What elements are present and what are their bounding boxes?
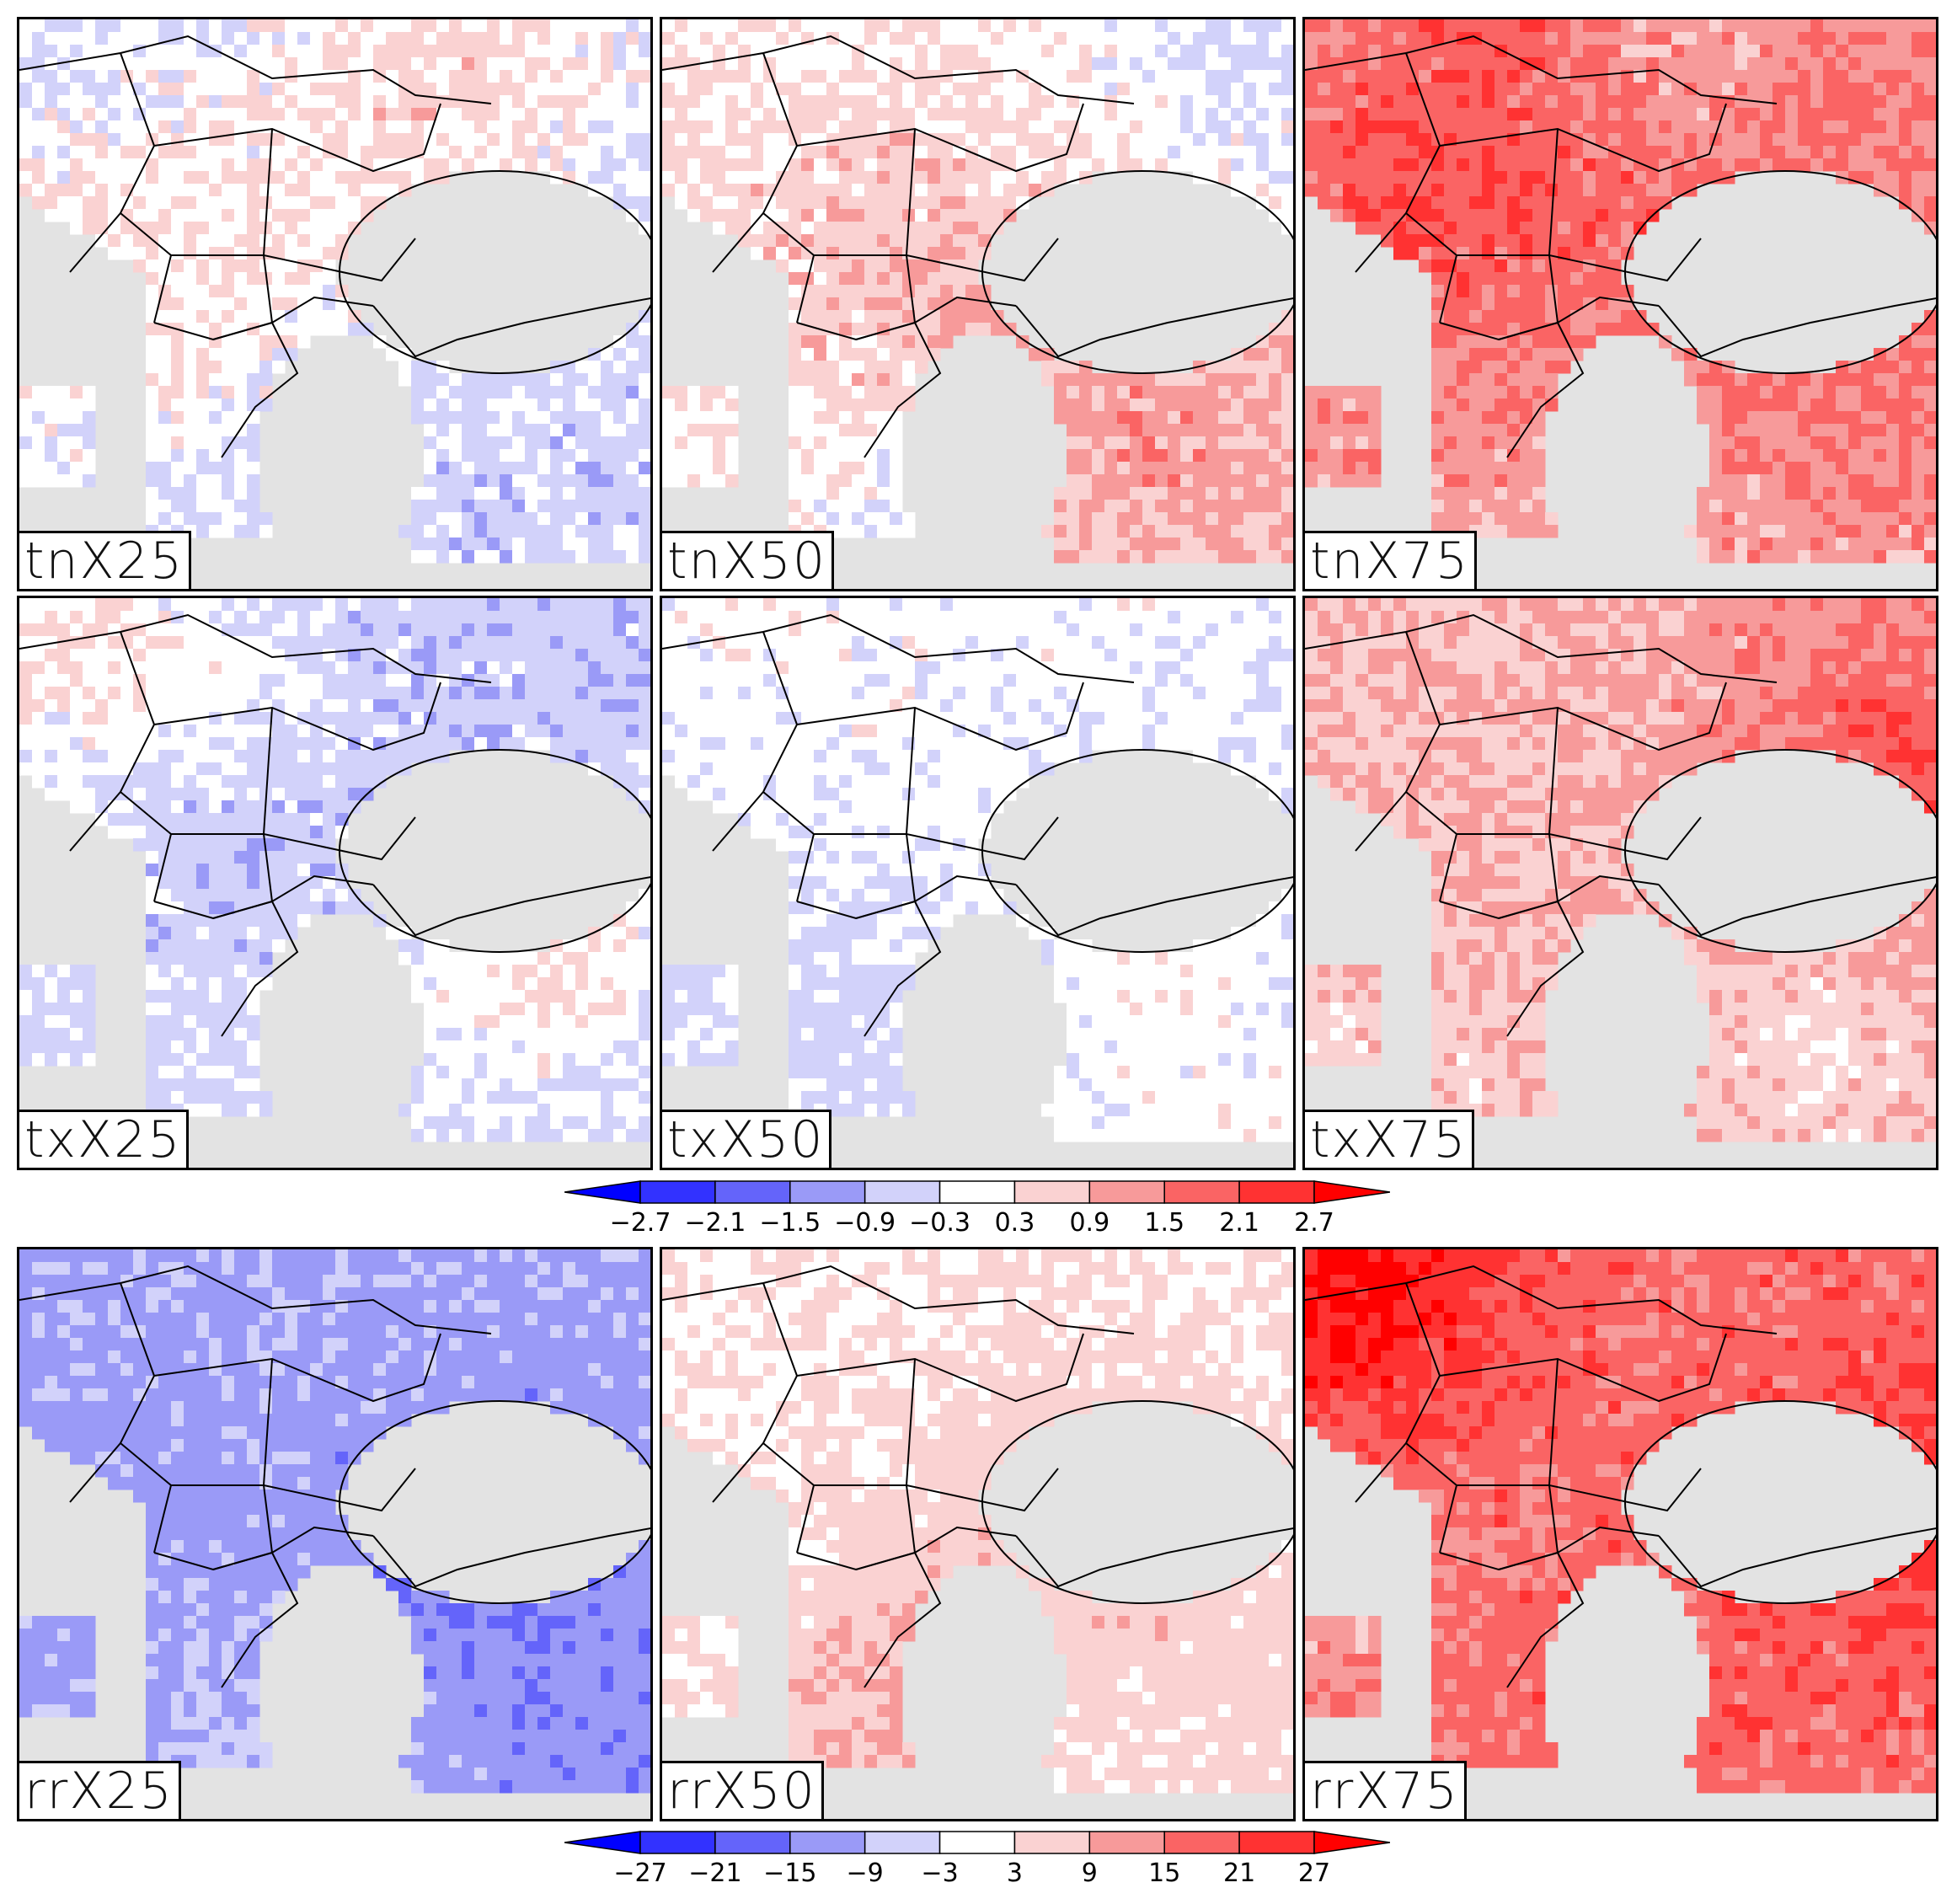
colorbar-swatch <box>714 1180 791 1204</box>
map-field <box>1305 598 1936 1142</box>
colorbar-ticks: −2.7 −2.1 −1.5 −0.9 −0.3 0.3 0.9 1.5 2.1… <box>564 1179 1390 1240</box>
map-panel-tnX75: tnX75 <box>1302 17 1938 591</box>
colorbar-tick: 0.3 <box>994 1208 1035 1238</box>
panel-label: tnX25 <box>19 531 192 589</box>
country-borders <box>662 1265 1293 1688</box>
panel-label: rrX25 <box>19 1761 181 1819</box>
country-borders <box>662 35 1293 458</box>
colorbar-tick: 9 <box>1081 1859 1098 1888</box>
colorbar-swatch <box>1163 1180 1240 1204</box>
field-cells <box>662 598 1293 1142</box>
country-borders <box>19 1265 650 1688</box>
map-panel-txX75: txX75 <box>1302 596 1938 1170</box>
field-cells <box>1305 1249 1936 1794</box>
colorbar-tick: −21 <box>688 1859 742 1888</box>
field-cells <box>662 1249 1293 1794</box>
colorbar-swatches <box>564 1831 1391 1854</box>
colorbar-tick: 1.5 <box>1144 1208 1185 1238</box>
colorbar-tick: −9 <box>846 1859 884 1888</box>
map-field <box>1305 19 1936 564</box>
map-panel-tnX25: tnX25 <box>17 17 653 591</box>
panel-label: rrX50 <box>662 1761 824 1819</box>
map-panel-txX25: txX25 <box>17 596 653 1170</box>
colorbar-swatch <box>864 1180 941 1204</box>
colorbar-swatches <box>564 1180 1391 1204</box>
map-field <box>662 598 1293 1142</box>
colorbar-tick: −2.7 <box>609 1208 671 1238</box>
colorbar-ticks: −27 −21 −15 −9 −3 3 9 15 21 27 <box>564 1830 1390 1891</box>
panel-label: txX50 <box>662 1110 832 1168</box>
field-cells <box>19 1249 650 1794</box>
country-borders <box>19 35 650 458</box>
colorbar-tick: 3 <box>1006 1859 1023 1888</box>
map-field <box>1305 1249 1936 1794</box>
colorbar-tick: 2.1 <box>1219 1208 1259 1238</box>
colorbar-swatch <box>1088 1831 1165 1854</box>
map-field <box>662 19 1293 564</box>
country-borders <box>1305 613 1936 1037</box>
colorbar-swatch <box>1013 1831 1091 1854</box>
colorbar-tick: −2.1 <box>684 1208 746 1238</box>
panel-label: txX25 <box>19 1110 190 1168</box>
colorbar-tick: −0.9 <box>834 1208 896 1238</box>
colorbar-temperature: −2.7 −2.1 −1.5 −0.9 −0.3 0.3 0.9 1.5 2.1… <box>564 1179 1391 1240</box>
colorbar-tick: 0.9 <box>1069 1208 1110 1238</box>
colorbar-tick: 2.7 <box>1294 1208 1334 1238</box>
panel-label: txX75 <box>1305 1110 1475 1168</box>
country-borders <box>19 613 650 1037</box>
colorbar-tick: −0.3 <box>909 1208 970 1238</box>
panel-label: tnX75 <box>1305 531 1478 589</box>
field-cells <box>19 19 650 564</box>
colorbar-tick: −27 <box>613 1859 667 1888</box>
map-field <box>19 19 650 564</box>
country-borders <box>662 613 1293 1037</box>
country-borders <box>1305 1265 1936 1688</box>
map-panel-rrX25: rrX25 <box>17 1247 653 1821</box>
colorbar-swatch <box>639 1831 716 1854</box>
colorbar-tick: −3 <box>921 1859 959 1888</box>
panel-label: rrX75 <box>1305 1761 1467 1819</box>
field-cells <box>1305 598 1936 1142</box>
colorbar-tick: 21 <box>1223 1859 1256 1888</box>
field-cells <box>19 598 650 1142</box>
map-panel-txX50: txX50 <box>660 596 1296 1170</box>
map-panel-rrX50: rrX50 <box>660 1247 1296 1821</box>
panel-label: tnX50 <box>662 531 835 589</box>
colorbar-tick: −1.5 <box>759 1208 821 1238</box>
field-cells <box>662 19 1293 564</box>
colorbar-arrow-high <box>1313 1831 1391 1854</box>
map-field <box>662 1249 1293 1794</box>
colorbar-arrow-high <box>1313 1180 1391 1204</box>
map-field <box>19 1249 650 1794</box>
colorbar-precipitation: −27 −21 −15 −9 −3 3 9 15 21 27 <box>564 1830 1391 1891</box>
colorbar-swatch <box>789 1180 866 1204</box>
colorbar-swatch <box>1163 1831 1240 1854</box>
colorbar-tick: 27 <box>1297 1859 1331 1888</box>
field-cells <box>1305 19 1936 564</box>
colorbar-tick: 15 <box>1148 1859 1181 1888</box>
map-panel-tnX50: tnX50 <box>660 17 1296 591</box>
map-field <box>19 598 650 1142</box>
colorbar-tick: −15 <box>763 1859 817 1888</box>
colorbar-swatch <box>1238 1180 1315 1204</box>
country-borders <box>1305 35 1936 458</box>
map-panel-rrX75: rrX75 <box>1302 1247 1938 1821</box>
colorbar-swatch <box>639 1180 716 1204</box>
